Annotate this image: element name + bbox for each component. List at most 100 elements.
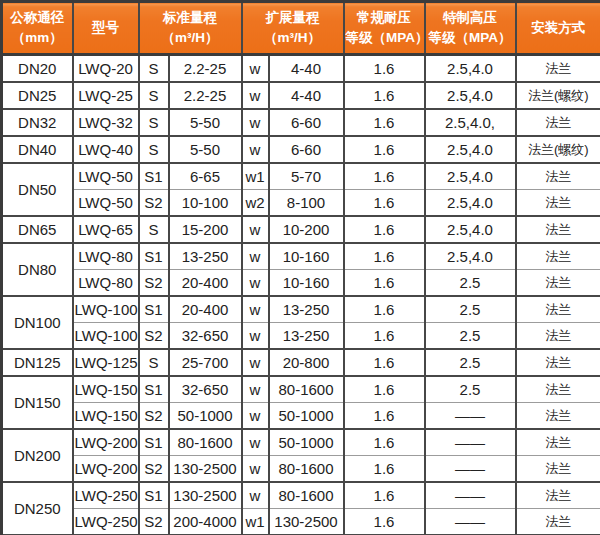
table-row: DN50LWQ-50S16-65w15-701.62.5,4.0法兰 bbox=[2, 163, 600, 190]
table-row: LWQ-200S2130-2500w80-16001.6——法兰 bbox=[2, 456, 600, 483]
cell-standard-range: 25-700 bbox=[169, 349, 242, 376]
cell-standard-range: 32-650 bbox=[169, 323, 242, 350]
cell-extended-label: w1 bbox=[242, 509, 269, 535]
table-row: LWQ-250S2200-4000w1130-25001.6——法兰 bbox=[2, 509, 600, 535]
cell-standard-label: S2 bbox=[139, 403, 169, 430]
cell-high-pressure: 2.5,4.0 bbox=[425, 243, 516, 270]
cell-standard-pressure: 1.6 bbox=[344, 429, 425, 456]
cell-model: LWQ-250 bbox=[73, 509, 139, 535]
cell-extended-label: w bbox=[242, 456, 269, 483]
cell-standard-pressure: 1.6 bbox=[344, 270, 425, 297]
header-standard-range: 标准量程 （m³/H） bbox=[139, 2, 242, 55]
cell-extended-range: 20-800 bbox=[269, 349, 344, 376]
cell-install-method: 法兰 bbox=[516, 482, 600, 509]
cell-high-pressure: 2.5,4.0 bbox=[425, 55, 516, 83]
header-line: 扩展量程 bbox=[244, 8, 342, 28]
cell-extended-range: 13-250 bbox=[269, 296, 344, 323]
header-line: 安装方式 bbox=[518, 18, 600, 38]
cell-install-method: 法兰 bbox=[516, 509, 600, 535]
table-row: LWQ-150S250-1000w50-10001.6——法兰 bbox=[2, 403, 600, 430]
table-row: LWQ-80S220-400w10-1601.62.5法兰 bbox=[2, 270, 600, 297]
cell-high-pressure: —— bbox=[425, 429, 516, 456]
cell-nominal-diameter: DN150 bbox=[2, 376, 73, 429]
cell-nominal-diameter: DN20 bbox=[2, 55, 73, 83]
cell-nominal-diameter: DN50 bbox=[2, 163, 73, 216]
cell-standard-range: 20-400 bbox=[169, 270, 242, 297]
cell-extended-range: 130-2500 bbox=[269, 509, 344, 535]
header-model: 型号 bbox=[73, 2, 139, 55]
cell-standard-label: S bbox=[139, 109, 169, 136]
header-line: 标准量程 bbox=[141, 8, 240, 28]
cell-extended-label: w bbox=[242, 243, 269, 270]
cell-extended-label: w bbox=[242, 109, 269, 136]
cell-install-method: 法兰 bbox=[516, 323, 600, 350]
cell-install-method: 法兰 bbox=[516, 429, 600, 456]
cell-model: LWQ-20 bbox=[73, 55, 139, 83]
cell-extended-range: 10-160 bbox=[269, 243, 344, 270]
cell-extended-label: w bbox=[242, 82, 269, 109]
cell-model: LWQ-150 bbox=[73, 376, 139, 403]
cell-standard-range: 13-250 bbox=[169, 243, 242, 270]
cell-standard-range: 50-1000 bbox=[169, 403, 242, 430]
cell-standard-range: 2.2-25 bbox=[169, 55, 242, 83]
cell-model: LWQ-80 bbox=[73, 243, 139, 270]
table-row: DN20LWQ-20S2.2-25w4-401.62.5,4.0法兰 bbox=[2, 55, 600, 83]
cell-standard-label: S1 bbox=[139, 243, 169, 270]
cell-extended-range: 4-40 bbox=[269, 55, 344, 83]
cell-install-method: 法兰 bbox=[516, 270, 600, 297]
cell-nominal-diameter: DN40 bbox=[2, 136, 73, 163]
cell-standard-pressure: 1.6 bbox=[344, 190, 425, 217]
table-row: DN125LWQ-125S25-700w20-8001.62.5法兰 bbox=[2, 349, 600, 376]
cell-model: LWQ-50 bbox=[73, 163, 139, 190]
cell-standard-label: S1 bbox=[139, 429, 169, 456]
cell-install-method: 法兰 bbox=[516, 403, 600, 430]
cell-standard-label: S2 bbox=[139, 270, 169, 297]
cell-model: LWQ-125 bbox=[73, 349, 139, 376]
cell-standard-pressure: 1.6 bbox=[344, 136, 425, 163]
header-line: 常规耐压 bbox=[346, 8, 423, 28]
cell-extended-label: w bbox=[242, 270, 269, 297]
cell-standard-label: S1 bbox=[139, 296, 169, 323]
cell-standard-label: S bbox=[139, 136, 169, 163]
cell-standard-label: S bbox=[139, 349, 169, 376]
header-line: 等级（MPA） bbox=[346, 28, 423, 48]
cell-high-pressure: 2.5,4.0 bbox=[425, 190, 516, 217]
cell-extended-label: w bbox=[242, 482, 269, 509]
cell-high-pressure: —— bbox=[425, 509, 516, 535]
cell-standard-range: 200-4000 bbox=[169, 509, 242, 535]
cell-model: LWQ-250 bbox=[73, 482, 139, 509]
cell-model: LWQ-40 bbox=[73, 136, 139, 163]
header-standard-pressure: 常规耐压 等级（MPA） bbox=[344, 2, 425, 55]
cell-extended-label: w bbox=[242, 429, 269, 456]
cell-standard-range: 10-100 bbox=[169, 190, 242, 217]
cell-extended-range: 6-60 bbox=[269, 109, 344, 136]
cell-model: LWQ-32 bbox=[73, 109, 139, 136]
cell-high-pressure: 2.5 bbox=[425, 349, 516, 376]
cell-standard-range: 6-65 bbox=[169, 163, 242, 190]
table-row: DN65LWQ-65S15-200w10-2001.62.5,4.0法兰 bbox=[2, 216, 600, 243]
cell-standard-range: 15-200 bbox=[169, 216, 242, 243]
table-row: DN150LWQ-150S132-650w80-16001.62.5法兰 bbox=[2, 376, 600, 403]
cell-model: LWQ-200 bbox=[73, 429, 139, 456]
cell-nominal-diameter: DN65 bbox=[2, 216, 73, 243]
cell-extended-range: 10-200 bbox=[269, 216, 344, 243]
cell-standard-pressure: 1.6 bbox=[344, 349, 425, 376]
cell-standard-label: S2 bbox=[139, 456, 169, 483]
header-line: 型号 bbox=[75, 18, 137, 38]
cell-extended-label: w bbox=[242, 136, 269, 163]
cell-standard-pressure: 1.6 bbox=[344, 163, 425, 190]
cell-nominal-diameter: DN32 bbox=[2, 109, 73, 136]
cell-nominal-diameter: DN125 bbox=[2, 349, 73, 376]
cell-install-method: 法兰 bbox=[516, 349, 600, 376]
cell-standard-pressure: 1.6 bbox=[344, 82, 425, 109]
cell-high-pressure: —— bbox=[425, 482, 516, 509]
header-line: 等级（MPA） bbox=[427, 28, 514, 48]
cell-extended-range: 8-100 bbox=[269, 190, 344, 217]
cell-model: LWQ-80 bbox=[73, 270, 139, 297]
header-row: 公称通径 （mm） 型号 标准量程 （m³/H） 扩展量程 （m³/H） 常规耐… bbox=[2, 2, 600, 55]
cell-install-method: 法兰 bbox=[516, 190, 600, 217]
cell-standard-pressure: 1.6 bbox=[344, 323, 425, 350]
cell-standard-label: S1 bbox=[139, 482, 169, 509]
cell-standard-pressure: 1.6 bbox=[344, 509, 425, 535]
cell-extended-range: 4-40 bbox=[269, 82, 344, 109]
